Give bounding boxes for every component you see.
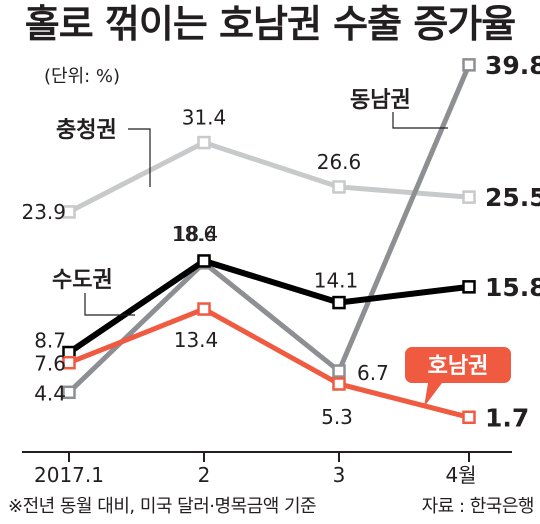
data-label: 13.4 <box>174 328 219 352</box>
data-label: 15.8 <box>485 273 540 302</box>
data-point-marker <box>197 135 211 150</box>
data-label: 8.7 <box>34 329 66 353</box>
data-point-marker <box>62 355 76 370</box>
data-point-marker <box>62 205 76 219</box>
series-line-1 <box>67 139 470 215</box>
leader-line <box>84 293 135 316</box>
leader-line <box>392 112 448 129</box>
leader-line <box>128 128 151 187</box>
data-point-marker <box>332 295 346 310</box>
footnote: ※전년 동월 대비, 미국 달러·명목금액 기준 <box>8 496 317 517</box>
data-point-marker <box>62 385 76 400</box>
data-label: 25.5 <box>485 183 540 212</box>
data-point-marker <box>462 410 476 425</box>
series-label-sudo: 수도권 <box>52 268 113 293</box>
data-point-marker <box>332 377 346 391</box>
data-label: 39.8 <box>485 51 540 80</box>
data-label: 31.4 <box>182 106 227 130</box>
x-axis-tick-label: 2 <box>198 463 211 487</box>
data-label: 14.1 <box>314 269 359 293</box>
data-label: 7.6 <box>34 352 66 376</box>
series-line-2 <box>67 63 472 395</box>
data-label: 18.4 <box>174 222 219 246</box>
footer: ※전년 동월 대비, 미국 달러·명목금액 기준 자료 : 한국은행 <box>8 492 535 518</box>
data-label: 4.4 <box>34 381 66 405</box>
data-label: 23.9 <box>21 200 66 224</box>
source-note: 자료 : 한국은행 <box>421 496 535 517</box>
series-label-chungcheong: 충청권 <box>56 118 117 143</box>
data-point-marker <box>332 364 346 378</box>
data-point-marker <box>332 180 346 194</box>
data-point-marker <box>197 254 211 268</box>
data-point-marker <box>197 302 211 316</box>
series-label-bubble <box>405 347 511 407</box>
data-point-marker <box>462 280 476 294</box>
chart-title: 홀로 꺾이는 호남권 수출 증가율 <box>24 2 516 46</box>
series-line-3 <box>67 257 470 356</box>
data-point-marker <box>462 190 476 204</box>
series-label-dongnam: 동남권 <box>350 88 411 113</box>
data-label: 6.7 <box>357 361 389 385</box>
x-axis-tick-label: 4월 <box>445 463 476 487</box>
data-label: 26.6 <box>317 150 362 174</box>
data-label: 18.6 <box>172 222 217 246</box>
series-label-honam: 호남권 <box>428 354 489 379</box>
x-axis-tick-label: 3 <box>333 463 346 487</box>
data-point-marker <box>462 58 476 72</box>
unit-label: (단위: %) <box>44 66 121 87</box>
x-axis-tick-label: 2017.1 <box>34 463 104 487</box>
series-line-4 <box>68 306 470 420</box>
data-label: 5.3 <box>321 405 353 429</box>
data-label: 1.7 <box>485 403 529 432</box>
